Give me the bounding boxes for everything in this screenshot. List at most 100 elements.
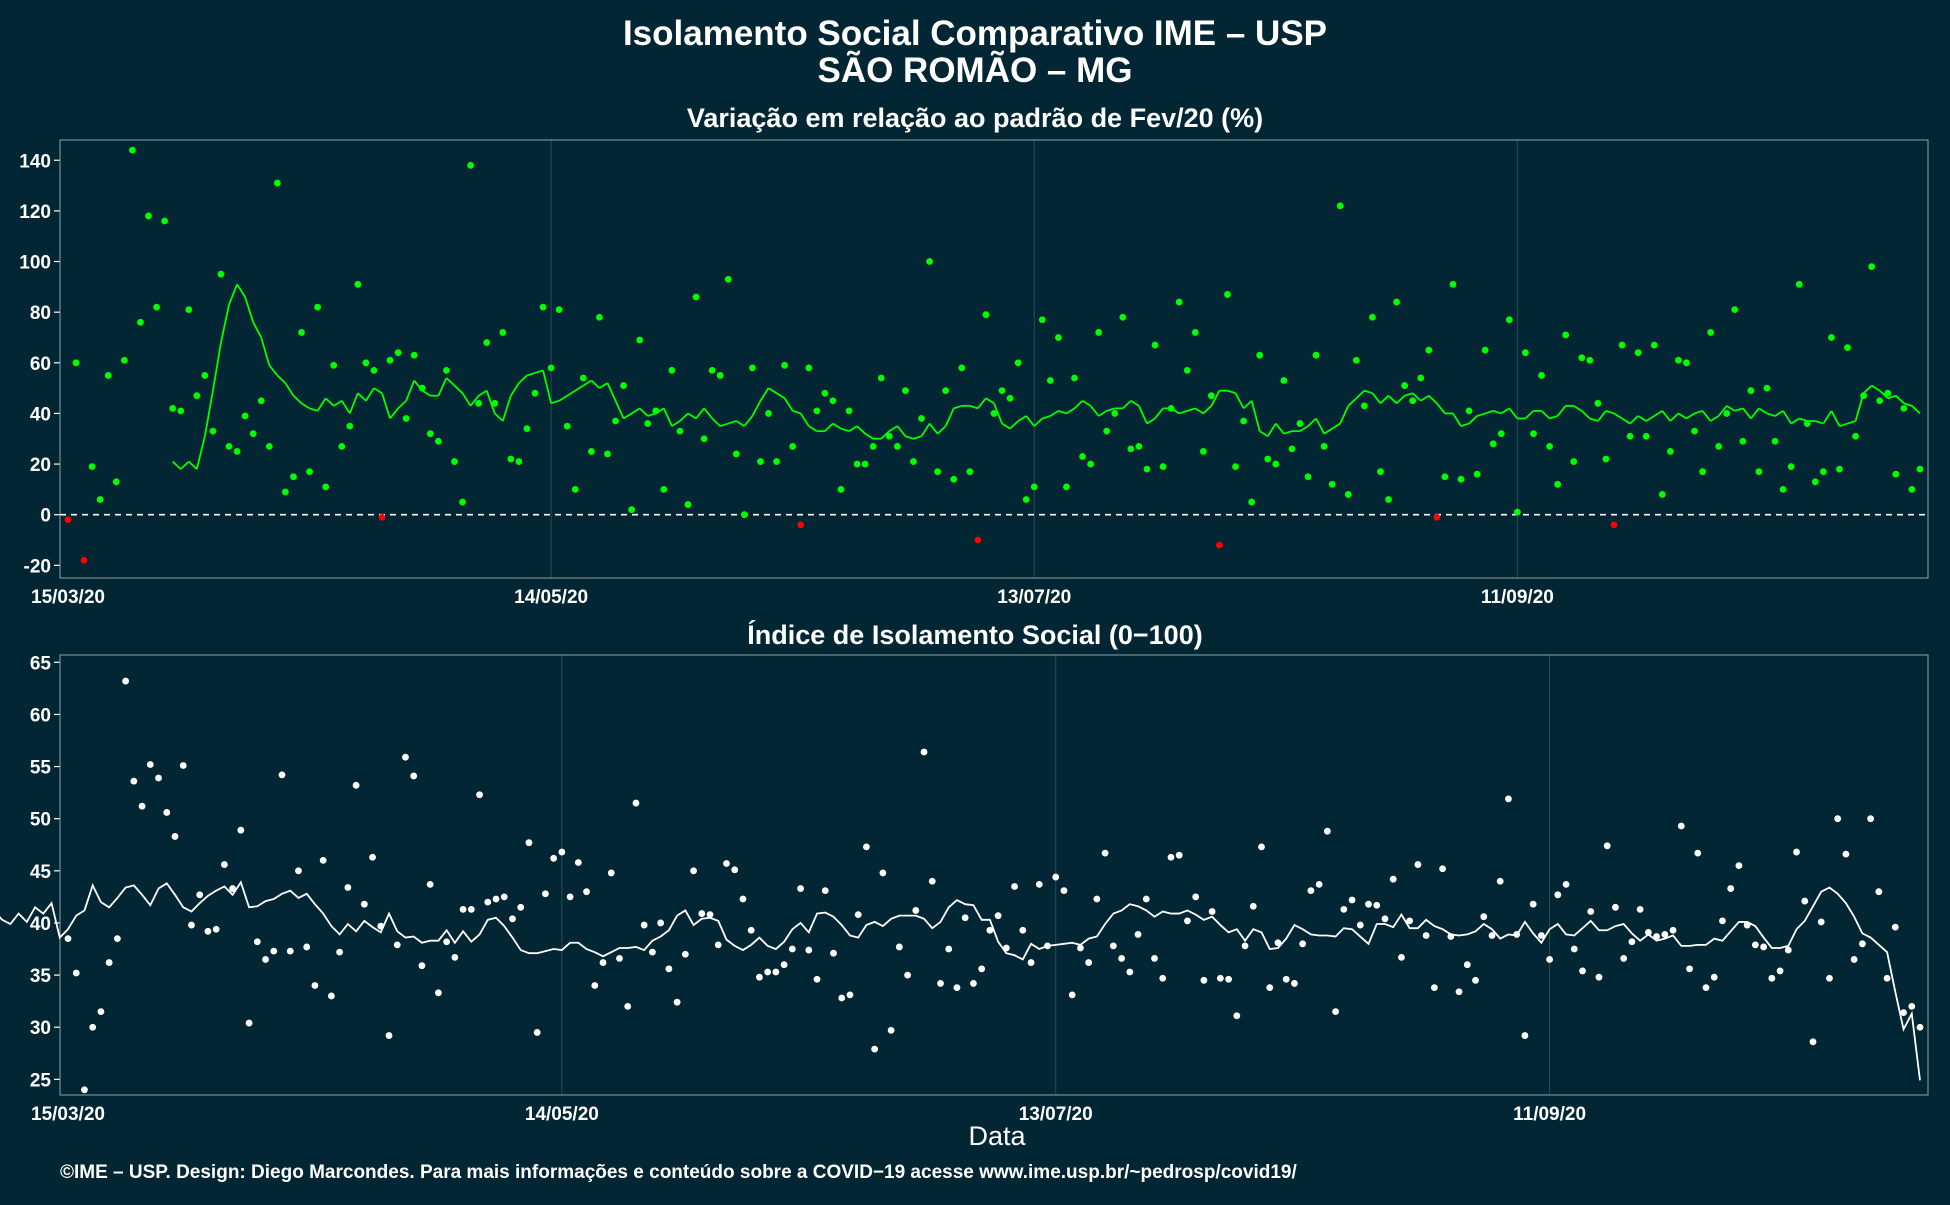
data-point <box>64 935 72 943</box>
rolling-mean-segment <box>1452 412 1462 427</box>
data-point <box>644 420 652 427</box>
rolling-mean-segment <box>1234 392 1245 409</box>
data-point <box>298 329 305 336</box>
data-point <box>188 921 195 929</box>
data-point <box>360 900 368 908</box>
data-point <box>459 498 466 506</box>
data-point <box>652 407 660 415</box>
y-tick-label: 55 <box>30 758 52 779</box>
data-point <box>1019 926 1027 934</box>
rolling-mean-segment <box>284 382 295 397</box>
panel-2-isolation-index: 15/03/20 14/05/20 13/07/20 11/09/20 25 30 35 40… <box>0 653 1929 1125</box>
rolling-mean-segment <box>1355 389 1366 399</box>
data-point <box>1208 392 1215 400</box>
data-point <box>89 1023 97 1031</box>
data-point <box>1455 988 1463 996</box>
data-point <box>1694 849 1702 857</box>
rolling-mean-segment <box>808 425 818 432</box>
data-point <box>1291 980 1298 987</box>
data-point <box>1715 442 1723 450</box>
data-point <box>636 336 644 344</box>
data-point <box>1014 359 1022 367</box>
data-point <box>378 513 386 521</box>
data-point <box>700 435 708 443</box>
rolling-mean-segment <box>292 395 303 404</box>
data-point <box>113 935 121 943</box>
data-point <box>1809 1038 1817 1046</box>
data-point <box>492 895 500 903</box>
data-point <box>1159 974 1167 982</box>
rolling-mean-segment <box>896 425 907 437</box>
data-point <box>879 869 887 877</box>
data-point <box>1795 280 1803 288</box>
data-point <box>604 450 611 458</box>
data-point <box>1151 955 1158 962</box>
data-point <box>515 458 523 465</box>
rolling-mean-segment <box>719 422 729 427</box>
data-point <box>1119 313 1127 321</box>
rolling-mean-segment <box>985 397 995 405</box>
data-point <box>1280 377 1288 384</box>
rolling-mean-segment <box>494 412 504 422</box>
rolling-mean-segment <box>639 407 649 417</box>
data-point <box>1030 483 1038 491</box>
data-point <box>220 861 228 868</box>
rolling-mean-segment <box>1017 415 1027 422</box>
rolling-mean-segment <box>1146 417 1156 425</box>
data-point <box>509 915 516 923</box>
data-point <box>740 511 748 519</box>
data-point <box>1661 931 1669 938</box>
data-point <box>830 949 837 957</box>
data-point <box>978 965 986 973</box>
data-point <box>1683 359 1690 367</box>
data-point <box>1751 941 1759 949</box>
panel-2-title: Índice de Isolamento Social (0−100) <box>747 619 1202 650</box>
data-point <box>130 777 138 785</box>
y-tick-label: 100 <box>19 253 51 274</box>
data-point <box>1183 366 1191 374</box>
rolling-mean-segment <box>1717 405 1728 417</box>
data-point <box>1686 965 1693 973</box>
data-point <box>377 922 385 930</box>
rolling-mean-segment <box>469 395 480 407</box>
rolling-mean-segment <box>679 412 689 422</box>
rolling-mean-segment <box>1774 410 1784 417</box>
rolling-mean-segment <box>260 337 271 366</box>
data-point <box>1727 885 1735 892</box>
data-point <box>1035 880 1043 888</box>
data-point <box>813 407 821 415</box>
data-point <box>476 791 483 799</box>
data-point <box>829 397 837 405</box>
data-point <box>706 911 714 919</box>
data-point <box>1135 442 1143 450</box>
data-point <box>314 303 322 311</box>
rolling-mean-segment <box>534 369 544 374</box>
y-tick-label: 45 <box>30 862 52 883</box>
rolling-mean-segment <box>453 384 464 394</box>
rolling-mean-segment <box>631 407 641 415</box>
data-point <box>1142 895 1150 903</box>
data-point <box>797 885 804 892</box>
data-point <box>1784 946 1792 954</box>
data-point <box>410 772 418 780</box>
data-point <box>265 442 273 450</box>
data-point <box>723 860 730 867</box>
data-point <box>1200 976 1208 984</box>
data-point <box>1850 956 1858 963</box>
data-point <box>354 280 362 288</box>
data-point <box>624 1002 632 1010</box>
rolling-mean-segment <box>1089 405 1100 417</box>
data-point <box>620 382 627 389</box>
data-point <box>1208 908 1216 915</box>
data-point <box>1441 473 1449 481</box>
rolling-mean-segment <box>1371 392 1382 404</box>
rolling-mean-segment <box>1847 420 1856 425</box>
data-point <box>533 1029 541 1036</box>
rolling-mean-segment <box>1106 407 1116 412</box>
rolling-mean-segment <box>348 392 359 414</box>
data-point <box>596 313 603 321</box>
data-point <box>336 948 344 956</box>
rolling-mean-segment <box>1033 417 1043 427</box>
data-point <box>1618 341 1626 349</box>
